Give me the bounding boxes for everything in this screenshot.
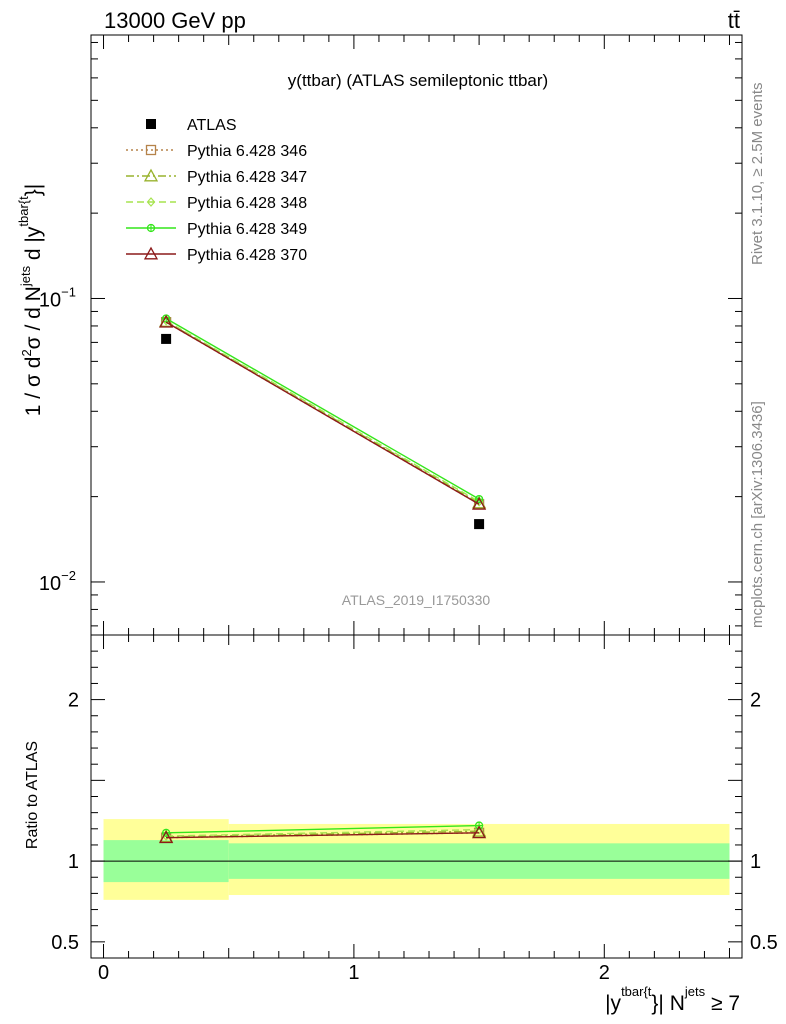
legend-entry-atlas: ATLAS [146, 117, 237, 134]
ratio-y-tick-label-left-1: 1 [68, 851, 79, 873]
main-series-line-pythia-6-428-370 [165, 321, 480, 505]
main-y-tick-label-0: 10−1 [39, 284, 76, 311]
ratio-axes: 2 2 1 1 0.5 0.5 0 1 2 [51, 634, 778, 984]
ratio-panel: 2 2 1 1 0.5 0.5 0 1 2 [51, 634, 778, 984]
main-y-axis-label: 1 / σ d2σ / d Njets d |ytbar{t}| [16, 184, 45, 416]
main-series-line-pythia-6-428-347 [165, 320, 480, 504]
legend-entry-pythia-6-428-346: Pythia 6.428 346 [126, 143, 307, 160]
ylabel-base: 1 / σ d [22, 357, 45, 417]
mcplots-label: mcplots.cern.ch [arXiv:1306.3436] [749, 401, 766, 628]
legend-label-pythia-6-428-349: Pythia 6.428 349 [187, 221, 307, 238]
ratio-y-tick-label-left-0: 2 [68, 690, 79, 712]
legend-entry-pythia-6-428-347: Pythia 6.428 347 [126, 168, 307, 186]
main-series-line-pythia-6-428-348 [165, 320, 480, 503]
ratio-point-pythia-6-428-370-1 [471, 825, 487, 839]
ylabel-mid: σ / d N [22, 286, 45, 349]
legend-marker-pythia-6-428-349 [146, 223, 156, 233]
legend-marker-pythia-6-428-347 [143, 168, 159, 182]
xlabel-a: |y [605, 992, 621, 1015]
x-tick-label-0: 0 [98, 962, 109, 984]
ratio-series-line-pythia-6-428-370 [166, 832, 480, 839]
main-point-pythia-6-428-348-1 [474, 496, 484, 507]
main-point-pythia-6-428-370-0 [159, 314, 174, 328]
legend-entry-pythia-6-428-348: Pythia 6.428 348 [126, 195, 307, 212]
main-title: y(ttbar) (ATLAS semileptonic ttbar) [288, 71, 548, 90]
main-y-tick-label-1: 10−2 [39, 568, 76, 595]
ratio-y-axis-label: Ratio to ATLAS [24, 741, 41, 849]
ylabel-end: }| [22, 184, 45, 196]
legend-label-pythia-6-428-370: Pythia 6.428 370 [187, 247, 307, 264]
watermark: ATLAS_2019_I1750330 [342, 592, 491, 608]
x-tick-label-1: 1 [348, 962, 359, 984]
main-y-tick-mantissa-0: 10 [39, 289, 61, 311]
legend: ATLAS Pythia 6.428 346 Pythia 6.428 347 Pyt… [126, 117, 307, 264]
header-right: tt̄ [728, 8, 740, 33]
ylabel-sup3: tbar{t [16, 196, 31, 227]
legend-marker-pythia-6-428-346 [145, 144, 157, 156]
legend-label-atlas: ATLAS [187, 117, 237, 134]
ratio-frame [90, 634, 743, 959]
legend-marker-atlas [146, 119, 156, 129]
legend-marker-pythia-6-428-370 [143, 246, 159, 260]
header-left: 13000 GeV pp [104, 8, 246, 33]
main-axes: 10−110−2 [39, 35, 742, 635]
main-point-pythia-6-428-370-1 [471, 496, 487, 510]
ratio-y-tick-label-right-2: 0.5 [750, 932, 778, 954]
ratio-series-line-pythia-6-428-349 [166, 824, 480, 834]
main-point-atlas-0 [161, 333, 172, 344]
x-tick-label-2: 2 [599, 962, 610, 984]
ylabel-sup1: 2 [19, 349, 34, 356]
xlabel-sup2: jets [684, 984, 706, 999]
legend-label-pythia-6-428-348: Pythia 6.428 348 [187, 195, 307, 212]
xlabel-sup1: tbar{t [621, 984, 652, 999]
xlabel-c: ≥ 7 [705, 992, 740, 1015]
ratio-plot-layer [91, 819, 742, 900]
legend-label-pythia-6-428-346: Pythia 6.428 346 [187, 143, 307, 160]
main-y-tick-exp-1: −2 [61, 568, 76, 583]
ratio-y-tick-label-right-0: 2 [750, 690, 761, 712]
ratio-series-line-pythia-6-428-347 [166, 830, 480, 838]
main-y-tick-exp-0: −1 [61, 284, 76, 299]
ratio-y-tick-label-right-1: 1 [750, 851, 761, 873]
legend-entry-pythia-6-428-349: Pythia 6.428 349 [126, 221, 307, 238]
legend-label-pythia-6-428-347: Pythia 6.428 347 [187, 169, 307, 186]
xlabel-b: }| N [651, 992, 684, 1015]
main-y-tick-mantissa-1: 10 [39, 573, 61, 595]
main-series-line-pythia-6-428-349 [165, 317, 480, 500]
main-plot-layer [159, 314, 487, 530]
rivet-label: Rivet 3.1.10, ≥ 2.5M events [749, 83, 766, 266]
ylabel-sup2: jets [18, 265, 33, 287]
main-panel: 10−110−2 y(ttbar) (ATLAS semileptonic tt… [39, 34, 743, 636]
x-axis-label: |ytbar{t}| Njets ≥ 7 [605, 984, 740, 1015]
legend-marker-pythia-6-428-349-cross [147, 224, 155, 232]
ylabel-mid2: d |y [22, 226, 45, 266]
ratio-point-pythia-6-428-370-0 [159, 830, 174, 844]
ratio-y-tick-label-left-2: 0.5 [51, 932, 79, 954]
main-point-atlas-1 [474, 519, 485, 530]
ratio-series-line-pythia-6-428-348 [166, 828, 480, 837]
legend-marker-pythia-6-428-348 [146, 197, 156, 207]
legend-entry-pythia-6-428-370: Pythia 6.428 370 [126, 246, 307, 264]
